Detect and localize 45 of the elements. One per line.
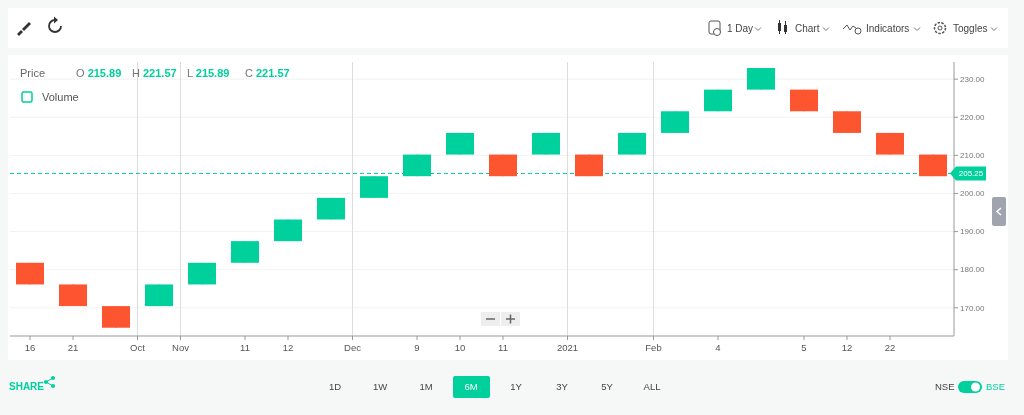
x-tick-label: 22	[884, 342, 896, 353]
text: 1D	[328, 381, 342, 392]
y-tick-label: 230.00	[960, 74, 986, 84]
text: Indicators	[866, 23, 910, 34]
text: Chart	[795, 23, 820, 34]
annotation: Volume	[42, 91, 79, 103]
x-tick-label: 11	[498, 342, 508, 353]
y-tick-label: 190.00	[960, 227, 986, 237]
y-tick-label: 170.00	[960, 303, 986, 313]
x-tick-label: 5	[801, 342, 807, 353]
x-tick-label: 12	[841, 342, 853, 353]
annotation: O 215.89	[76, 67, 122, 79]
text: 5Y	[601, 381, 614, 392]
x-tick-label: 16	[24, 342, 36, 353]
x-tick-label: Dec	[344, 342, 362, 353]
x-tick-label: 4	[715, 342, 721, 353]
x-tick-label: Oct	[130, 342, 146, 353]
x-tick-label: 9	[414, 342, 420, 353]
ref-line-label: 205.25	[958, 169, 984, 179]
text: ALL	[643, 381, 661, 392]
annotation: C 221.57	[245, 67, 290, 79]
text: 1Y	[510, 381, 523, 392]
text: 1M	[419, 381, 433, 392]
x-tick-label: 2021	[556, 342, 579, 353]
x-tick-label: 21	[67, 342, 79, 353]
x-tick-label: 10	[454, 342, 466, 353]
x-tick-label: Nov	[172, 342, 190, 353]
y-tick-label: 220.00	[960, 113, 986, 123]
y-tick-label: 180.00	[960, 265, 986, 275]
annotation: H 221.57	[132, 67, 177, 79]
text: NSE	[935, 381, 955, 392]
text: BSE	[986, 381, 1006, 392]
text: 1W	[372, 381, 388, 392]
x-tick-label: 11	[240, 342, 250, 353]
text: SHARE	[9, 381, 45, 392]
x-tick-label: 12	[282, 342, 294, 353]
annotation: Price	[20, 67, 46, 79]
x-tick-label: Feb	[645, 342, 662, 353]
text: 1 Day	[727, 23, 754, 34]
annotation: L 215.89	[187, 67, 230, 79]
y-tick-label: 200.00	[960, 189, 986, 199]
text: 3Y	[556, 381, 569, 392]
y-tick-label: 210.00	[960, 151, 986, 161]
text: Toggles	[953, 23, 988, 34]
text: 6M	[464, 381, 478, 392]
